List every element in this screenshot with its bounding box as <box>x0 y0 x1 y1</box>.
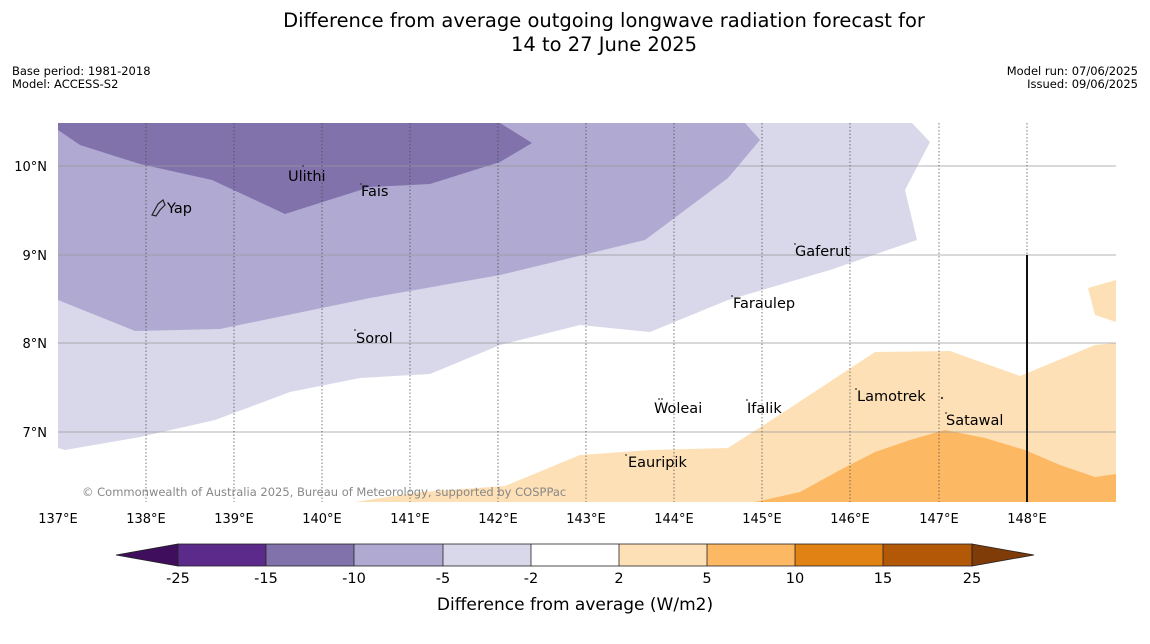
lat-label: 9°N <box>23 249 48 264</box>
title-line-1: Difference from average outgoing longwav… <box>283 9 925 32</box>
colorbar-tick: 2 <box>614 571 623 587</box>
colorbar-tick: -25 <box>166 571 190 587</box>
contour-positive <box>755 430 1116 502</box>
base-period: Base period: 1981-2018 <box>12 64 151 78</box>
island-markers <box>151 165 947 456</box>
longitude-labels: 137°E 138°E 139°E 140°E 141°E 142°E 143°… <box>38 512 1047 527</box>
place-label: Satawal <box>946 413 1003 429</box>
colorbar-tick: 15 <box>874 571 892 587</box>
lat-label: 10°N <box>14 160 47 175</box>
lat-label: 8°N <box>23 337 48 352</box>
map-title: Difference from average outgoing longwav… <box>0 9 1150 57</box>
copyright-notice: © Commonwealth of Australia 2025, Bureau… <box>82 485 566 499</box>
place-label: Sorol <box>356 331 393 347</box>
lon-label: 138°E <box>126 512 166 527</box>
place-label: Woleai <box>654 401 702 417</box>
colorbar-segment <box>178 544 266 566</box>
lon-label: 142°E <box>478 512 518 527</box>
anomaly-contours <box>58 123 1116 502</box>
issued-date: Issued: 09/06/2025 <box>1027 77 1138 91</box>
colorbar-title: Difference from average (W/m2) <box>437 595 713 615</box>
colorbar-extend-low <box>115 543 179 567</box>
colorbar-segment <box>531 544 619 566</box>
colorbar-segment <box>443 544 531 566</box>
lon-label: 147°E <box>919 512 959 527</box>
colorbar: -25 -15 -10 -5 -2 2 5 10 15 25 Differenc… <box>115 543 1035 615</box>
colorbar-tick: 25 <box>963 571 981 587</box>
lon-label: 141°E <box>390 512 430 527</box>
contour-slightly-positive-east <box>1088 280 1116 322</box>
place-label: Lamotrek <box>857 389 926 405</box>
colorbar-segment <box>795 544 883 566</box>
colorbar-segment <box>707 544 795 566</box>
lon-label: 139°E <box>214 512 254 527</box>
colorbar-tick: -2 <box>524 571 538 587</box>
place-labels: Yap Ulithi Fais Gaferut Faraulep Sorol W… <box>166 169 1003 471</box>
base-info: Base period: 1981-2018 Model: ACCESS-S2 <box>12 65 151 91</box>
colorbar-segment <box>883 544 972 566</box>
place-label: Ifalik <box>747 401 782 417</box>
yap-island-shape <box>151 199 166 217</box>
lon-label: 148°E <box>1007 512 1047 527</box>
lon-label: 145°E <box>742 512 782 527</box>
colorbar-segment <box>354 544 443 566</box>
colorbar-tick-labels: -25 -15 -10 -5 -2 2 5 10 15 25 <box>166 571 981 587</box>
colorbar-tick: -5 <box>436 571 450 587</box>
colorbar-extend-high <box>971 543 1035 567</box>
place-label: Eauripik <box>628 455 687 471</box>
model-run: Model run: 07/06/2025 <box>1006 64 1138 78</box>
lon-label: 143°E <box>566 512 606 527</box>
lon-label: 140°E <box>302 512 342 527</box>
model-name: Model: ACCESS-S2 <box>12 77 119 91</box>
latitude-labels: 10°N 9°N 8°N 7°N <box>14 160 47 441</box>
place-label: Faraulep <box>733 296 795 312</box>
contour-very-negative <box>58 123 532 214</box>
colorbar-tick: 5 <box>702 571 711 587</box>
colorbar-segment <box>266 544 354 566</box>
place-label: Yap <box>166 201 192 217</box>
place-label: Fais <box>361 184 388 200</box>
colorbar-segment <box>619 544 707 566</box>
colorbar-tick: 10 <box>786 571 804 587</box>
meridians <box>145 123 1028 502</box>
colorbar-tick: -15 <box>254 571 278 587</box>
colorbar-tick: -10 <box>342 571 366 587</box>
place-label: Ulithi <box>288 169 326 185</box>
lon-label: 137°E <box>38 512 78 527</box>
lon-label: 146°E <box>830 512 870 527</box>
run-info: Model run: 07/06/2025 Issued: 09/06/2025 <box>1007 65 1138 91</box>
title-line-2: 14 to 27 June 2025 <box>510 33 698 56</box>
place-label: Gaferut <box>795 244 850 260</box>
lon-label: 144°E <box>654 512 694 527</box>
lat-label: 7°N <box>23 426 48 441</box>
